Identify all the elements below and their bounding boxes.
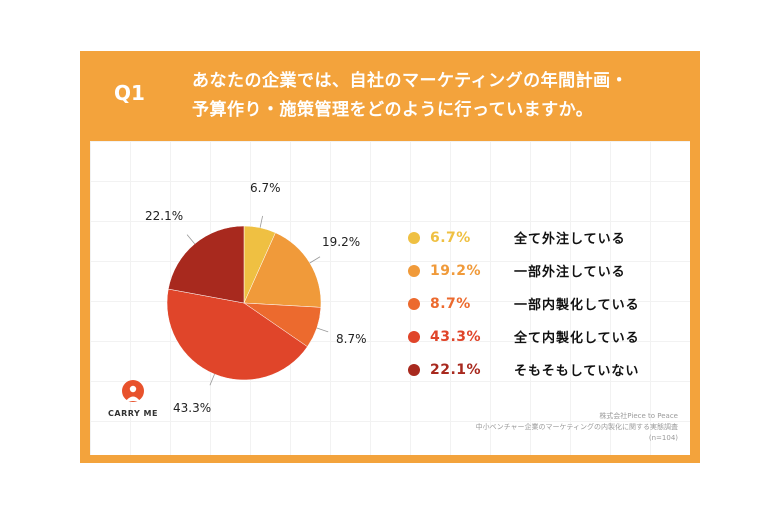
legend-percent: 8.7% [430,295,471,312]
legend-item: 43.3% 全て内製化している [408,320,640,353]
legend-dot-icon [408,264,420,277]
legend-percent: 43.3% [430,328,482,345]
legend-label: 全て内製化している [514,331,640,346]
pie-slice [167,225,245,304]
legend-label: 一部外注している [514,265,626,280]
question-line-1: あなたの企業では、自社のマーケティングの年間計画・ [192,71,629,91]
logo-mark-icon [122,380,144,402]
legend-item: 22.1% そもそもしていない [408,353,640,386]
question-text: あなたの企業では、自社のマーケティングの年間計画・ 予算作り・施策管理をどのよう… [192,67,672,125]
source-line-2: 中小ベンチャー企業のマーケティングの内製化に関する実態調査 [475,423,678,431]
legend-label: 全て外注している [514,232,626,247]
legend: 6.7% 全て外注している 19.2% 一部外注している 8.7% 一部内製化し… [408,221,640,386]
slice-label-4: 22.1% [145,209,184,223]
legend-item: 8.7% 一部内製化している [408,287,640,320]
source-line-3: (n=104) [648,434,678,442]
source-note: 株式会社Piece to Peace 中小ベンチャー企業のマーケティングの内製化… [476,411,678,444]
pie-chart [166,215,329,386]
logo-text: CARRY ME [108,409,158,418]
legend-dot-icon [408,330,420,343]
legend-percent: 6.7% [430,229,471,246]
legend-label: 一部内製化している [514,298,640,313]
legend-item: 19.2% 一部外注している [408,254,640,287]
question-header: Q1 あなたの企業では、自社のマーケティングの年間計画・ 予算作り・施策管理をど… [80,51,700,141]
slice-label-0: 6.7% [250,181,281,195]
legend-percent: 19.2% [430,262,482,279]
question-line-2: 予算作り・施策管理をどのように行っていますか。 [192,100,594,120]
leader-line [186,234,196,245]
slice-label-1: 19.2% [322,235,361,249]
legend-dot-icon [408,297,420,310]
leader-line [309,256,321,264]
legend-percent: 22.1% [430,361,482,378]
legend-item: 6.7% 全て外注している [408,221,640,254]
leader-line [316,327,329,333]
chart-panel: 6.7% 19.2% 8.7% 43.3% 22.1% 6.7% 全て外注してい… [90,141,690,455]
pie-slice [243,232,322,308]
source-line-1: 株式会社Piece to Peace [599,412,678,420]
slice-label-3: 43.3% [173,401,212,415]
legend-dot-icon [408,363,420,376]
question-number: Q1 [114,81,145,105]
survey-card: Q1 あなたの企業では、自社のマーケティングの年間計画・ 予算作り・施策管理をど… [80,51,700,463]
leader-line [209,373,215,386]
legend-dot-icon [408,231,420,244]
leader-line [259,215,263,228]
pie-slice [166,288,308,381]
slice-label-2: 8.7% [336,332,367,346]
legend-label: そもそもしていない [514,364,640,379]
carry-me-logo: CARRY ME [98,379,168,418]
